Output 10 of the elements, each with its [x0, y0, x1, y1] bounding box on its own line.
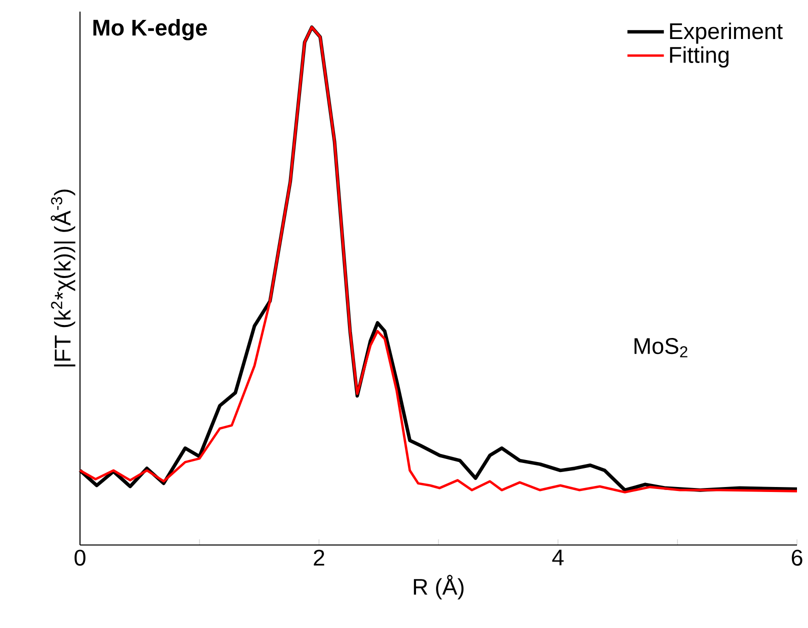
legend-label: Experiment [670, 22, 783, 44]
chart-title: Mo K-edge [93, 19, 207, 40]
legend-label: Fitting [670, 46, 729, 68]
x-tick-label: 4 [552, 550, 564, 566]
annotation: MoS$_{2}$ [634, 338, 688, 358]
x-axis-title: R (Å) [414, 574, 464, 600]
y-axis-title: |FT (k$^{2}$*χ(k))| (Å$^{-3}$) [50, 190, 76, 366]
x-tick-label: 0 [74, 550, 86, 566]
x-tick-label: 6 [792, 550, 802, 566]
x-tick-label: 2 [314, 550, 324, 566]
